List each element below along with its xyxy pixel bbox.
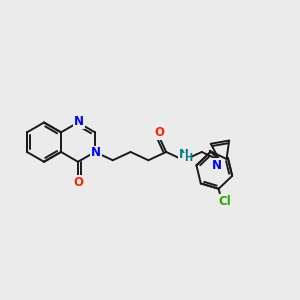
Text: N: N <box>91 146 101 159</box>
Text: N: N <box>212 159 222 172</box>
Text: O: O <box>73 176 83 189</box>
Text: N: N <box>179 148 189 161</box>
Text: N: N <box>74 115 84 128</box>
Text: Cl: Cl <box>218 195 231 208</box>
Text: H: H <box>184 153 192 163</box>
Text: O: O <box>154 126 164 139</box>
